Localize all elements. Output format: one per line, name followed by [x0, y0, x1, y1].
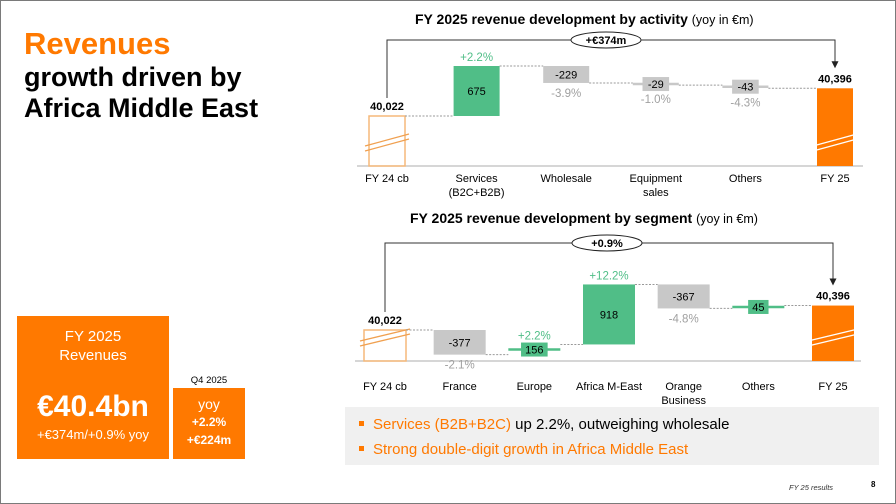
chart-activity-title-text: FY 2025 revenue development by activity — [415, 11, 688, 27]
bullet-1-text: up 2.2%, outweighing wholesale — [510, 416, 730, 433]
chart0-total-change-oval — [570, 31, 642, 49]
chart0-category-label-0: Services — [456, 173, 499, 185]
bullet-1-highlight: Services (B2B+B2C) — [373, 416, 511, 433]
chart1-bar-step-4-chip — [748, 299, 769, 314]
key-points-box: Services (B2B+B2C) up 2.2%, outweighing … — [345, 407, 879, 465]
chart1-arrow-down-icon — [829, 278, 837, 286]
chart0-bar-start-break-1 — [364, 133, 410, 147]
chart0-bar-end — [817, 88, 853, 166]
chart1-total-change-oval — [571, 234, 643, 252]
chart1-bar-step-2-value: 918 — [600, 309, 618, 321]
chart1-bar-step-3-value: -367 — [673, 291, 695, 303]
chart0-bar-step-0-pct: +2.2% — [460, 52, 493, 64]
kpi-fy-label-2: Revenues — [59, 347, 127, 364]
bullet-1: Services (B2B+B2C) up 2.2%, outweighing … — [359, 416, 729, 433]
chart0-bar-step-3-value: -43 — [737, 82, 753, 94]
headline-title: Revenues — [24, 26, 171, 61]
chart0-bar-start-value: 40,022 — [370, 101, 404, 113]
headline-subtitle-1: growth driven by — [24, 62, 242, 92]
chart0-bar-start — [368, 115, 406, 167]
chart0-category-label-start: FY 24 cb — [365, 173, 409, 185]
chart-segment-title: FY 2025 revenue development by segment (… — [410, 210, 758, 226]
chart0-bar-step-2-value: -29 — [648, 79, 664, 91]
chart1-bar-step-1-value: 156 — [525, 345, 543, 357]
chart0-arrow-down-icon — [831, 61, 839, 69]
chart1-bar-step-2 — [583, 284, 635, 345]
chart1-category-label-4: Others — [742, 381, 776, 393]
chart1-bar-step-1-chip — [521, 342, 548, 357]
chart-activity-title: FY 2025 revenue development by activity … — [415, 11, 754, 27]
bullet-square-icon — [359, 445, 364, 451]
chart1-bar-end-break-1 — [807, 328, 859, 342]
chart1-bar-step-4-value: 45 — [752, 302, 764, 314]
bullet-2-highlight: Strong double-digit growth in Africa Mid… — [373, 441, 689, 458]
chart0-category-label-end: FY 25 — [820, 173, 849, 185]
chart1-bar-step-0-pct: -2.1% — [445, 360, 475, 372]
chart0-category-label-2-line2: sales — [643, 187, 669, 199]
chart1-bar-end-break-2 — [807, 333, 859, 347]
chart0-bar-step-2-pct: -1.0% — [641, 94, 671, 106]
chart0-bar-end-value: 40,396 — [818, 73, 852, 85]
kpi-fy-label-1: FY 2025 — [64, 328, 122, 345]
chart1-bar-step-0-value: -377 — [449, 337, 471, 349]
chart1-bar-start-value: 40,022 — [368, 315, 402, 327]
chart1-bar-step-1-pct: +2.2% — [518, 330, 551, 342]
chart-segment-title-text: FY 2025 revenue development by segment — [410, 210, 693, 226]
chart1-bar-start-break-1 — [359, 328, 411, 342]
chart1-bar-end-value: 40,396 — [816, 291, 850, 303]
bullet-square-icon — [359, 420, 364, 426]
chart0-bar-step-3-pct: -4.3% — [730, 97, 760, 109]
chart1-category-label-end: FY 25 — [818, 381, 847, 393]
chart0-bar-step-1-pct: -3.9% — [551, 88, 581, 100]
chart0-category-label-3: Others — [729, 173, 763, 185]
chart1-bar-step-3 — [657, 284, 710, 309]
chart1-category-label-2: Africa M-East — [576, 381, 642, 393]
chart1-category-label-0: France — [443, 381, 477, 393]
kpi-q4-line-3: +€224m — [186, 433, 232, 447]
kpi-fy-revenues: FY 2025 Revenues €40.4bn +€374m/+0.9% yo… — [17, 316, 169, 459]
kpi-fy-change: +€374m/+0.9% yoy — [36, 427, 150, 442]
chart0-bar-end-break-2 — [812, 138, 858, 152]
chart0-bar-step-2-chip — [642, 77, 670, 92]
chart1-category-label-start: FY 24 cb — [363, 381, 407, 393]
chart1-bar-step-0 — [433, 330, 486, 355]
chart0-total-change-label: +€374m — [586, 35, 627, 47]
chart1-bar-step-2-pct: +12.2% — [589, 270, 628, 282]
chart0-bar-step-0-value: 675 — [467, 86, 485, 98]
chart0-bar-step-3-chip — [732, 79, 759, 94]
chart0-bar-step-0 — [453, 66, 500, 116]
chart0-category-label-1: Wholesale — [541, 173, 592, 185]
chart-segment-title-unit: (yoy in €m) — [696, 212, 758, 226]
headline-subtitle-2: Africa Middle East — [24, 93, 259, 123]
kpi-q4: yoy +2.2% +€224m — [173, 388, 245, 459]
chart1-category-label-3-line2: Business — [661, 395, 706, 407]
chart1-total-change-label: +0.9% — [591, 238, 623, 250]
chart0-bar-step-1 — [543, 66, 590, 83]
chart0-bar-end-break-1 — [812, 133, 858, 147]
page-number: 8 — [871, 480, 876, 489]
headline: Revenues growth driven by Africa Middle … — [24, 26, 258, 124]
bullet-2: Strong double-digit growth in Africa Mid… — [359, 441, 688, 458]
chart0-bar-start-break-2 — [364, 138, 410, 152]
chart0-category-label-2: Equipment — [630, 173, 683, 185]
chart1-category-label-3: Orange — [665, 381, 702, 393]
chart0-bar-step-1-value: -229 — [555, 69, 577, 81]
chart0-category-label-0-line2: (B2C+B2B) — [449, 187, 505, 199]
kpi-q4-label: Q4 2025 — [190, 375, 228, 386]
kpi-q4-line-2: +2.2% — [191, 415, 227, 429]
chart1-bar-end — [812, 305, 854, 361]
kpi-fy-value: €40.4bn — [37, 390, 149, 423]
chart1-bar-start-break-2 — [359, 333, 411, 347]
chart1-category-label-1: Europe — [517, 381, 552, 393]
footer-text: FY 25 results — [789, 483, 834, 492]
chart-activity-title-unit: (yoy in €m) — [691, 13, 754, 27]
kpi-q4-line-1: yoy — [198, 396, 220, 412]
chart1-bar-step-3-pct: -4.8% — [669, 313, 699, 325]
